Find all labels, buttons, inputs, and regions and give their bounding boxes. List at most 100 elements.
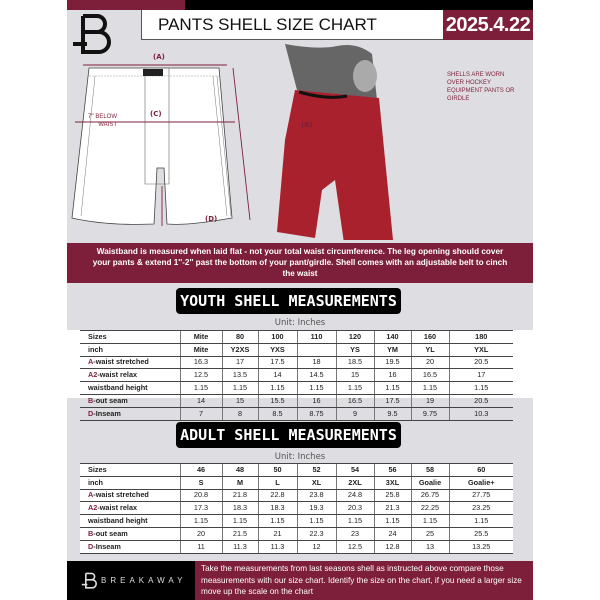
- page-title: PANTS SHELL SIZE CHART: [158, 15, 377, 34]
- table-cell: 1.15: [296, 381, 336, 395]
- row-label-text: -waist stretched: [93, 490, 149, 500]
- table-cell: 13.5: [221, 368, 258, 383]
- table-row: A2-waist relax 12.5 13.5 14 14.5 15 16 16.5 17: [80, 368, 513, 383]
- table-cell: 11.3: [221, 539, 258, 554]
- row-label-text: waistband height: [88, 383, 148, 393]
- table-cell: M: [221, 475, 258, 490]
- waistband-note-banner: Waistband is measured when laid flat - n…: [67, 243, 533, 283]
- table-cell: 12: [296, 539, 336, 554]
- table-cell: 80: [221, 330, 258, 344]
- table-cell: YXL: [448, 342, 513, 357]
- flat-pants-drawing: [71, 67, 233, 225]
- table-cell: 50: [257, 463, 297, 477]
- row-label-text: -out seam: [93, 528, 128, 538]
- table-cell: 100: [257, 330, 297, 344]
- title-box: PANTS SHELL SIZE CHART: [141, 10, 443, 40]
- table-cell: 48: [221, 463, 258, 477]
- table-cell: 7: [179, 406, 222, 421]
- table-cell: 1.15: [335, 381, 374, 395]
- youth-section-title: YOUTH SHELL MEASUREMENTS: [176, 288, 401, 314]
- table-cell: 12.5: [335, 539, 374, 554]
- table-cell: 9.75: [410, 406, 449, 421]
- table-cell: 18.3: [257, 501, 297, 516]
- size-chart-page: PANTS SHELL SIZE CHART 2025.4.22 (A) (C)…: [67, 0, 533, 600]
- table-cell: 12.8: [373, 539, 411, 554]
- table-cell: 160: [410, 330, 449, 344]
- table-cell: 17: [221, 355, 258, 370]
- table-cell: 18.3: [221, 501, 258, 516]
- footer-logo-icon: [81, 572, 97, 589]
- table-cell: 20: [179, 526, 222, 541]
- row-label-text: -waist relax: [97, 370, 138, 380]
- table-cell: 14.5: [296, 368, 336, 383]
- measure-letter: A: [88, 490, 94, 500]
- table-cell: 17: [448, 368, 513, 383]
- table-cell: [296, 342, 336, 357]
- table-cell: 12.5: [179, 368, 222, 383]
- table-cell: 58: [410, 463, 449, 477]
- measure-letter: A2: [88, 503, 98, 513]
- table-cell: 9.5: [373, 406, 411, 421]
- table-cell: XL: [296, 475, 336, 490]
- adult-table-wrap: Sizes 46 48 50 52 54 56 58 60 inch S M L XL 2XL 3XL Goal…: [67, 463, 533, 554]
- table-cell: 46: [179, 463, 222, 477]
- chart-date: 2025.4.22: [443, 10, 533, 40]
- table-row: Sizes Mite 80 100 110 120 140 160 180: [80, 330, 513, 344]
- table-cell: 13.25: [448, 539, 513, 554]
- table-cell: 120: [335, 330, 374, 344]
- row-label: inch: [80, 342, 180, 357]
- table-cell: Goalie: [410, 475, 449, 490]
- table-cell: 22.8: [257, 488, 297, 503]
- table-cell: 16: [373, 368, 411, 383]
- table-cell: 1.15: [179, 381, 222, 395]
- table-row: waistband height 1.15 1.15 1.15 1.15 1.15 1.15…: [80, 381, 513, 395]
- table-cell: 24.8: [335, 488, 374, 503]
- shell-note: SHELLS ARE WORN OVER HOCKEY EQUIPMENT PA…: [447, 72, 515, 102]
- measure-letter: A: [88, 357, 94, 367]
- label-c: (C): [150, 110, 162, 118]
- table-cell: Goalie+: [448, 475, 513, 490]
- table-cell: 9: [335, 406, 374, 421]
- table-row: waistband height 1.15 1.15 1.15 1.15 1.15 1.15…: [80, 514, 513, 528]
- row-label-text: -waist relax: [97, 503, 138, 513]
- row-label: Sizes: [80, 463, 180, 477]
- table-cell: 17.5: [373, 393, 411, 408]
- table-cell: YXS: [257, 342, 297, 357]
- table-cell: 21: [257, 526, 297, 541]
- table-row: A2-waist relax 17.3 18.3 18.3 19.3 20.3 21.3 22…: [80, 501, 513, 516]
- footer-instructions: Take the measurements from last seasons …: [195, 561, 533, 600]
- table-row: A-waist stretched 16.3 17 17.5 18 18.5 19.5 20 2…: [80, 355, 513, 370]
- measure-letter: A2: [88, 370, 98, 380]
- label-d: (D): [205, 215, 218, 223]
- table-cell: 23.8: [296, 488, 336, 503]
- table-cell: 110: [296, 330, 336, 344]
- table-row: A-waist stretched 20.8 21.8 22.8 23.8 24.8 25.…: [80, 488, 513, 503]
- table-cell: 3XL: [373, 475, 411, 490]
- table-cell: 25: [410, 526, 449, 541]
- adult-unit: Unit: Inches: [274, 452, 326, 462]
- table-cell: 25.8: [373, 488, 411, 503]
- row-label: A2-waist relax: [80, 501, 180, 516]
- table-cell: 140: [373, 330, 411, 344]
- table-cell: 19.3: [296, 501, 336, 516]
- table-cell: 17.3: [179, 501, 222, 516]
- table-row: Sizes 46 48 50 52 54 56 58 60: [80, 463, 513, 477]
- table-cell: 19.5: [373, 355, 411, 370]
- table-cell: YM: [373, 342, 411, 357]
- table-cell: 52: [296, 463, 336, 477]
- row-label-text: inch: [88, 344, 103, 354]
- table-cell: 10.3: [448, 406, 513, 421]
- table-cell: 16.5: [410, 368, 449, 383]
- table-cell: Mite: [179, 342, 222, 357]
- table-cell: Y2XS: [221, 342, 258, 357]
- table-cell: 1.15: [448, 381, 513, 395]
- table-cell: 1.15: [221, 514, 258, 528]
- table-cell: 16: [296, 393, 336, 408]
- table-cell: 26.75: [410, 488, 449, 503]
- table-cell: 1.15: [257, 381, 297, 395]
- table-cell: 21.3: [373, 501, 411, 516]
- table-row: D-Inseam 7 8 8.5 8.75 9 9.5 9.75 10.3: [80, 406, 513, 421]
- measure-letter: B: [88, 395, 94, 405]
- table-cell: 1.15: [296, 514, 336, 528]
- table-row: B-out seam 20 21.5 21 22.3 23 24 25 25.5: [80, 526, 513, 541]
